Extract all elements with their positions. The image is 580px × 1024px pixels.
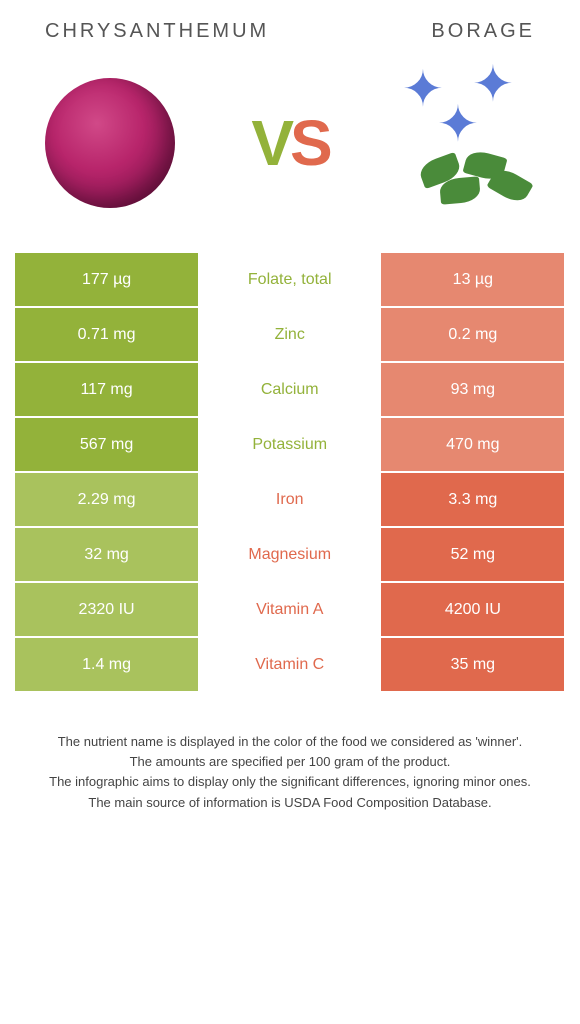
footer-line-1: The nutrient name is displayed in the co…	[25, 733, 555, 751]
vs-v-letter: V	[251, 107, 290, 179]
nutrient-name: Vitamin C	[198, 638, 381, 691]
right-value: 93 mg	[381, 363, 564, 416]
nutrient-name: Vitamin A	[198, 583, 381, 636]
vs-s-letter: S	[290, 107, 329, 179]
borage-image	[395, 68, 545, 218]
footer-line-4: The main source of information is USDA F…	[25, 794, 555, 812]
left-value: 1.4 mg	[15, 638, 198, 691]
nutrient-name: Zinc	[198, 308, 381, 361]
table-row: 2320 IUVitamin A4200 IU	[15, 583, 565, 638]
vs-label: VS	[251, 106, 328, 180]
right-value: 470 mg	[381, 418, 564, 471]
header: Chrysanthemum Borage	[15, 20, 565, 43]
footer-line-2: The amounts are specified per 100 gram o…	[25, 753, 555, 771]
left-value: 567 mg	[15, 418, 198, 471]
nutrient-comparison-table: 177 µgFolate, total13 µg0.71 mgZinc0.2 m…	[15, 253, 565, 693]
left-value: 2320 IU	[15, 583, 198, 636]
footer-line-3: The infographic aims to display only the…	[25, 773, 555, 791]
left-value: 177 µg	[15, 253, 198, 306]
left-value: 117 mg	[15, 363, 198, 416]
vs-row: VS	[15, 68, 565, 218]
chrysanthemum-image	[35, 68, 185, 218]
left-food-title: Chrysanthemum	[45, 20, 269, 43]
right-value: 4200 IU	[381, 583, 564, 636]
table-row: 32 mgMagnesium52 mg	[15, 528, 565, 583]
table-row: 2.29 mgIron3.3 mg	[15, 473, 565, 528]
right-food-title: Borage	[431, 20, 535, 43]
nutrient-name: Potassium	[198, 418, 381, 471]
table-row: 1.4 mgVitamin C35 mg	[15, 638, 565, 693]
right-value: 3.3 mg	[381, 473, 564, 526]
nutrient-name: Calcium	[198, 363, 381, 416]
nutrient-name: Magnesium	[198, 528, 381, 581]
left-value: 32 mg	[15, 528, 198, 581]
table-row: 117 mgCalcium93 mg	[15, 363, 565, 418]
right-value: 52 mg	[381, 528, 564, 581]
table-row: 0.71 mgZinc0.2 mg	[15, 308, 565, 363]
left-value: 2.29 mg	[15, 473, 198, 526]
table-row: 567 mgPotassium470 mg	[15, 418, 565, 473]
right-value: 13 µg	[381, 253, 564, 306]
right-value: 0.2 mg	[381, 308, 564, 361]
left-value: 0.71 mg	[15, 308, 198, 361]
footer-notes: The nutrient name is displayed in the co…	[15, 733, 565, 812]
table-row: 177 µgFolate, total13 µg	[15, 253, 565, 308]
nutrient-name: Folate, total	[198, 253, 381, 306]
nutrient-name: Iron	[198, 473, 381, 526]
right-value: 35 mg	[381, 638, 564, 691]
